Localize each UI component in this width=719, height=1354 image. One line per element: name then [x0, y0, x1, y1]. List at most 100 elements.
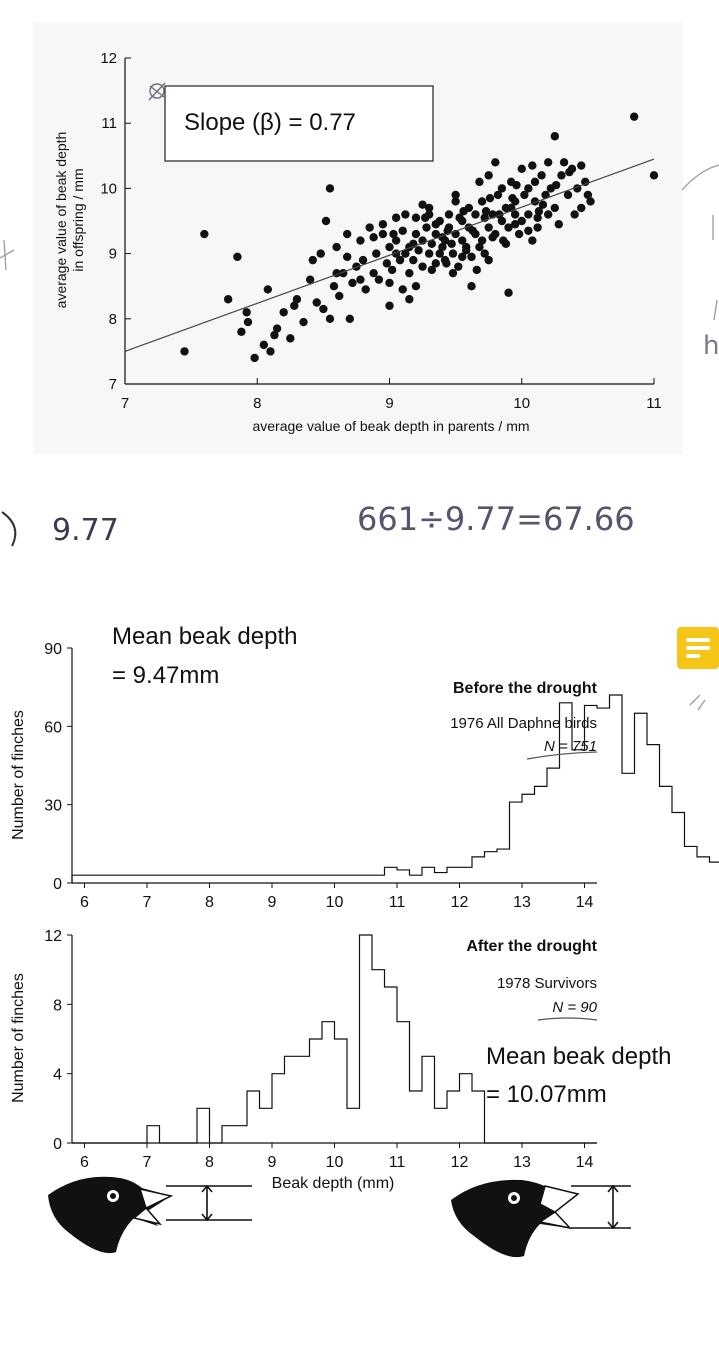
before-y-tick-label: 90: [44, 641, 62, 658]
after-x-tick-label: 14: [576, 1154, 594, 1171]
scatter-point: [365, 223, 374, 232]
scatter-point: [431, 220, 440, 229]
scatter-point: [411, 213, 421, 222]
after-x-tick-label: 8: [205, 1154, 214, 1171]
scatter-point: [467, 282, 476, 291]
scatter-point: [586, 197, 595, 206]
after-drought-subtitle: 1978 Survivors: [497, 975, 597, 992]
scatter-point: [493, 190, 503, 200]
scatter-point: [305, 275, 315, 284]
scatter-point: [524, 184, 533, 193]
after-x-tick-label: 6: [80, 1154, 89, 1171]
scatter-point: [372, 249, 381, 258]
comment-note-icon[interactable]: [677, 627, 719, 669]
scatter-point: [409, 255, 418, 265]
scatter-point: [356, 275, 365, 284]
before-histogram-bars: [71, 694, 719, 883]
scatter-point: [389, 229, 398, 239]
scatter-point: [290, 301, 299, 310]
scatter-point: [538, 200, 548, 209]
before-x-tick-label: 14: [576, 894, 594, 911]
scatter-point: [385, 242, 394, 252]
scatter-point: [308, 255, 317, 265]
scatter-x-tick-label: 8: [253, 395, 261, 412]
scatter-point: [533, 223, 542, 232]
scatter-point: [530, 177, 540, 187]
scatter-point: [484, 171, 493, 180]
scatter-point: [444, 210, 454, 219]
scatter-y-tick-label: 9: [109, 246, 117, 263]
before-x-tick-label: 10: [326, 894, 344, 911]
scatter-point: [405, 268, 414, 278]
scatter-point: [325, 184, 335, 193]
scatter-point: [528, 161, 537, 170]
histogram-after-drought: 6 7 8 9 10 11 12 13 14 0 4 8 12 Number of finches Af…: [10, 928, 671, 1192]
scatter-axes: 7 8 9 10 11 7 8 9 10 11 12: [100, 50, 661, 412]
scatter-y-tick-label: 11: [101, 115, 117, 132]
scatter-point: [411, 282, 421, 291]
scatter-point: [447, 239, 456, 249]
after-x-tick-label: 12: [451, 1154, 469, 1171]
scatter-point: [448, 249, 458, 258]
before-x-tick-label: 12: [451, 894, 469, 911]
handwritten-greater-than-mark: [1, 511, 17, 547]
scatter-point: [200, 229, 209, 239]
scatter-point: [435, 249, 444, 258]
scatter-point: [250, 353, 259, 363]
scatter-point: [299, 317, 308, 327]
after-drought-title: After the drought: [466, 938, 597, 955]
before-mean-line1: Mean beak depth: [112, 623, 297, 650]
before-mean-line2: = 9.47mm: [112, 662, 219, 689]
after-y-tick-label: 12: [44, 928, 62, 945]
scatter-point: [180, 347, 189, 356]
scatter-point: [534, 207, 544, 216]
scatter-point: [462, 246, 471, 255]
after-x-tick-label: 9: [268, 1154, 277, 1171]
handwritten-margin-h: h: [703, 331, 719, 361]
slope-label-box: [164, 85, 434, 162]
scatter-point: [510, 220, 520, 229]
scatter-y-tick-label: 8: [109, 311, 117, 328]
scatter-point: [448, 268, 458, 278]
before-drought-n: N = 751: [544, 738, 597, 755]
scatter-point: [418, 200, 427, 209]
scatter-point: [405, 295, 414, 304]
scatter-y-tick-label: 7: [109, 376, 117, 393]
scatter-point: [316, 249, 325, 258]
scatter-point: [471, 210, 480, 219]
scatter-point: [440, 236, 450, 245]
handwritten-underline-n751: [526, 751, 598, 760]
scatter-point: [459, 207, 468, 216]
after-mean-line2: = 10.07mm: [486, 1081, 607, 1108]
after-y-axis-label: Number of finches: [10, 973, 27, 1103]
scatter-point: [292, 295, 302, 304]
scatter-point: [533, 213, 542, 222]
before-x-tick-label: 8: [205, 894, 214, 911]
scatter-point: [475, 177, 484, 187]
scatter-point: [378, 220, 388, 229]
scatter-point: [427, 265, 437, 275]
scatter-point: [424, 249, 434, 258]
handwritten-underline-n90: [537, 1017, 598, 1021]
scatter-point: [342, 252, 352, 262]
scatter-point: [369, 268, 378, 278]
scatter-point: [422, 223, 431, 232]
scatter-point: [361, 285, 370, 294]
before-drought-title: Before the drought: [453, 680, 598, 697]
scatter-point: [520, 190, 529, 200]
regression-line: [124, 158, 655, 352]
before-y-tick-label: 0: [53, 876, 62, 893]
after-x-tick-label: 7: [143, 1154, 152, 1171]
scatter-point: [517, 216, 526, 226]
scatter-point: [345, 314, 355, 323]
scatter-point: [458, 252, 467, 262]
scatter-point: [458, 236, 467, 245]
scatter-point: [517, 164, 526, 174]
scatter-point: [477, 197, 487, 206]
scatter-point: [455, 213, 464, 222]
before-x-tick-label: 9: [268, 894, 277, 911]
scatter-point: [484, 255, 493, 265]
scatter-point: [243, 317, 253, 327]
scatter-point: [286, 334, 295, 343]
scatter-point: [581, 177, 590, 187]
